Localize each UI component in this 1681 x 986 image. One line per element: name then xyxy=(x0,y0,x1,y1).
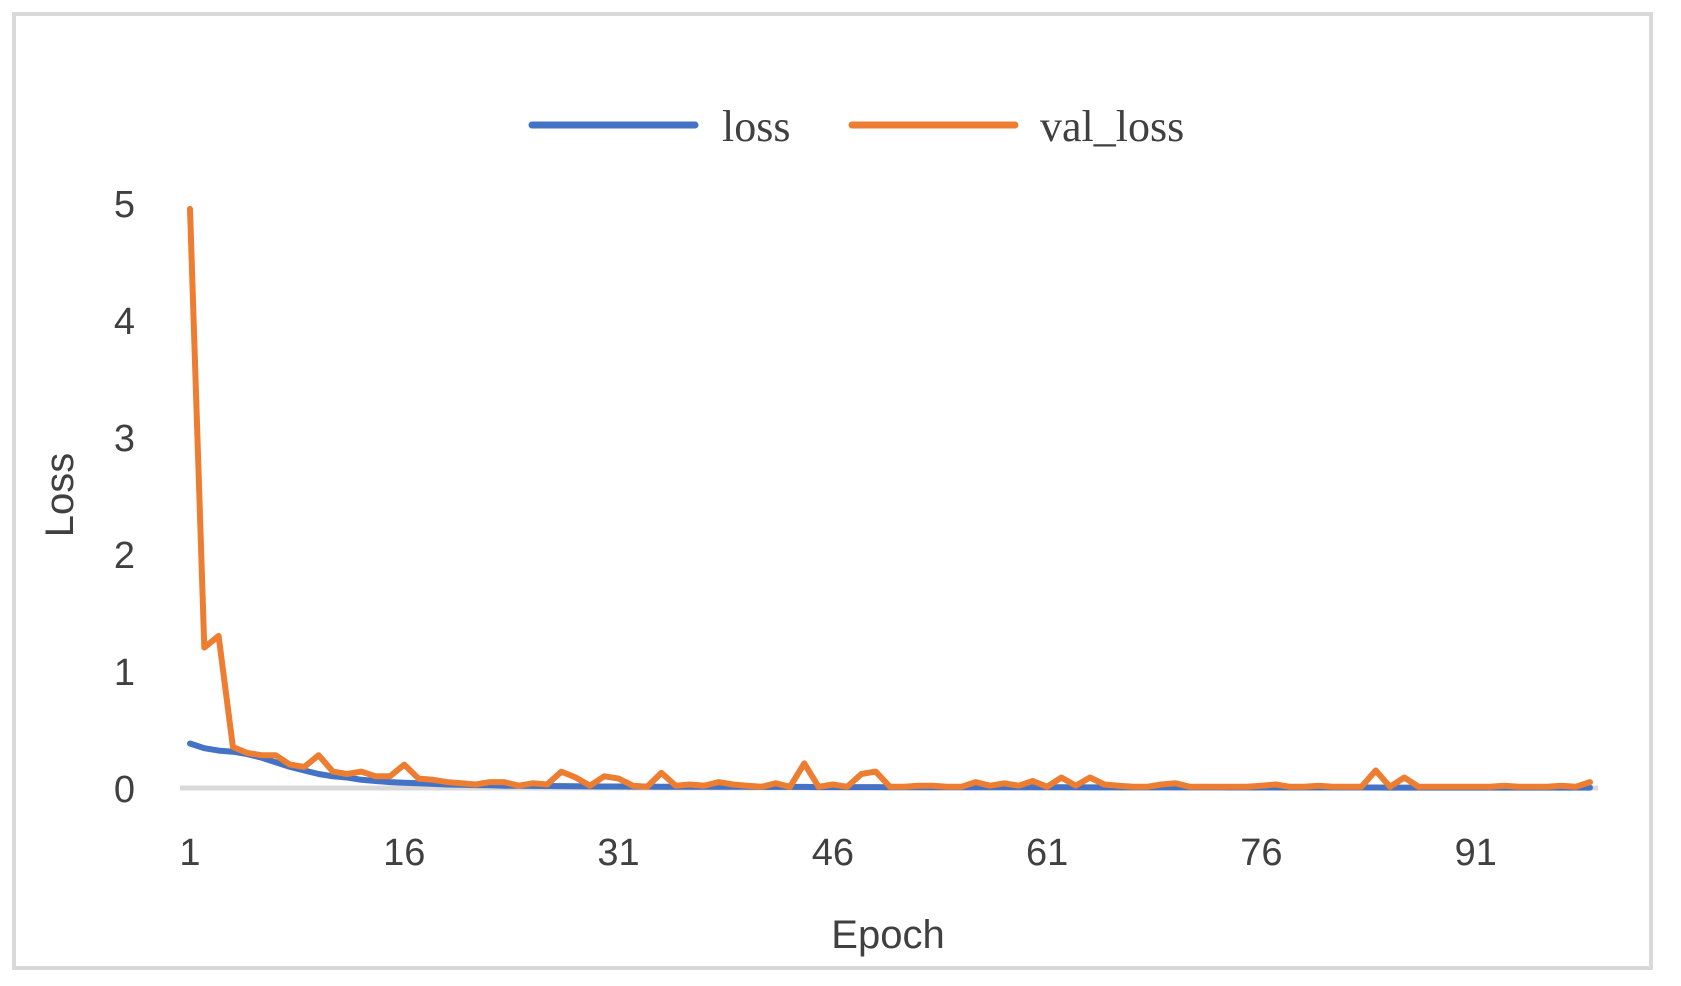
y-tick-labels: 0 1 2 3 4 5 xyxy=(114,184,135,811)
x-tick-label: 91 xyxy=(1455,832,1497,874)
x-tick-label: 1 xyxy=(179,832,200,874)
legend-label-loss: loss xyxy=(722,102,790,151)
series-lines xyxy=(187,205,1593,791)
y-tick-label: 3 xyxy=(114,418,135,460)
x-tick-label: 76 xyxy=(1240,832,1282,874)
chart-frame xyxy=(12,12,1653,970)
y-tick-label: 5 xyxy=(114,184,135,226)
x-tick-label: 31 xyxy=(597,832,639,874)
x-tick-labels: 1 16 31 46 61 76 91 xyxy=(179,832,1496,874)
x-axis-title: Epoch xyxy=(831,913,944,957)
y-tick-label: 4 xyxy=(114,301,135,343)
y-tick-label: 2 xyxy=(114,535,135,577)
x-tick-label: 61 xyxy=(1026,832,1068,874)
x-tick-label: 46 xyxy=(812,832,854,874)
y-axis-title: Loss xyxy=(38,453,82,538)
y-tick-label: 1 xyxy=(114,652,135,694)
legend: loss val_loss xyxy=(528,102,1184,151)
y-tick-label: 0 xyxy=(114,769,135,811)
series-line-val-loss xyxy=(187,205,1593,790)
legend-label-val-loss: val_loss xyxy=(1040,102,1184,151)
x-tick-label: 16 xyxy=(383,832,425,874)
